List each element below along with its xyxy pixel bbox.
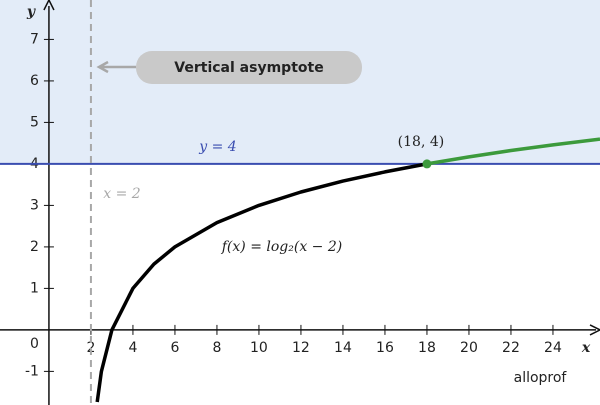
curves — [95, 137, 600, 403]
y-tick-label: 7 — [30, 31, 39, 47]
x-tick-label: 8 — [212, 340, 221, 356]
y-tick-label: -1 — [25, 363, 39, 379]
x-tick-label: 18 — [418, 340, 436, 356]
x-tick-label: 12 — [292, 340, 310, 356]
x-tick-label: 20 — [460, 340, 478, 356]
y-tick-label: 6 — [30, 73, 39, 89]
horizontal-asymptote-label: y = 4 — [198, 139, 236, 155]
x-axis-arrow — [589, 324, 600, 336]
y-tick-label: 2 — [30, 239, 39, 255]
x-tick-label: 10 — [250, 340, 268, 356]
function-curve — [95, 162, 428, 403]
x-axis-label: x — [581, 340, 591, 356]
x-tick-label: 16 — [376, 340, 394, 356]
x-tick-label: 22 — [502, 340, 520, 356]
point-label: (18, 4) — [398, 134, 445, 150]
function-curve — [426, 137, 600, 166]
callout-arrow — [96, 60, 136, 74]
x-tick-label: 24 — [544, 340, 562, 356]
y-axis-label: y — [26, 4, 36, 20]
x-tick-label: 4 — [128, 340, 137, 356]
y-tick-label: 3 — [30, 197, 39, 213]
origin-label: 0 — [30, 336, 39, 352]
point — [422, 159, 432, 169]
y-axis-arrow — [43, 0, 55, 11]
x-tick-label: 14 — [334, 340, 352, 356]
x-tick-label: 6 — [170, 340, 179, 356]
vertical-asymptote-label: x = 2 — [103, 186, 141, 202]
y-tick-label: 5 — [30, 114, 39, 130]
callout-text: Vertical asymptote — [174, 60, 323, 76]
callout-box — [136, 51, 362, 84]
y-tick-label: 1 — [30, 280, 39, 296]
x-tick-label: 2 — [86, 340, 95, 356]
function-label: f(x) = log₂(x − 2) — [221, 239, 342, 255]
watermark: alloprof — [514, 370, 568, 386]
